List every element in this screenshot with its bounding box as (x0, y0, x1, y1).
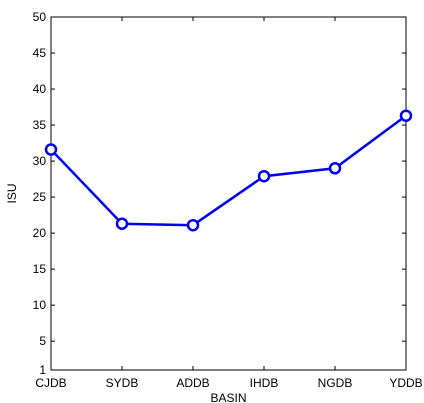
x-tick-label: NGDB (318, 376, 353, 390)
y-tick-label: 20 (33, 226, 47, 240)
data-point (399, 109, 413, 122)
data-point (257, 169, 271, 183)
y-axis-label: ISU (5, 183, 19, 203)
x-tick-label: YDDB (389, 376, 422, 390)
y-tick-label: 25 (33, 190, 47, 204)
x-tick-label: SYDB (106, 376, 139, 390)
y-tick-label: 35 (33, 118, 47, 132)
y-tick-label: 30 (33, 154, 47, 168)
y-tick-label: 45 (33, 46, 47, 60)
y-tick-label: 1 (39, 363, 46, 377)
x-tick-label: CJDB (35, 376, 66, 390)
data-point (328, 162, 342, 175)
data-point (44, 143, 58, 156)
plot-frame (50, 16, 407, 371)
y-tick-label: 5 (39, 334, 46, 348)
series-markers (44, 109, 413, 232)
y-tick-label: 10 (33, 298, 47, 312)
data-point (115, 217, 129, 231)
x-axis-label: BASIN (210, 391, 246, 403)
series-line (50, 114, 407, 227)
axis-ticks (50, 16, 407, 371)
x-tick-label: ADDB (176, 376, 209, 390)
y-tick-label: 40 (33, 82, 47, 96)
x-tick-label: IHDB (250, 376, 279, 390)
y-tick-label: 15 (33, 262, 47, 276)
y-tick-label: 50 (33, 10, 47, 24)
data-point (186, 218, 200, 232)
